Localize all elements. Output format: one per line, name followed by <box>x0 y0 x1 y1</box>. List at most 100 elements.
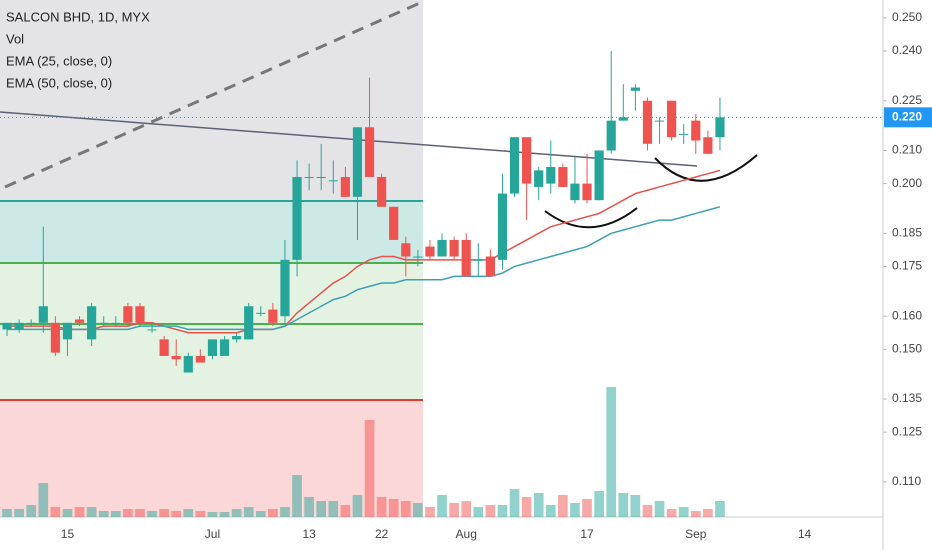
candle-body <box>256 312 266 314</box>
x-tick-label: Aug <box>456 527 477 541</box>
candle-body <box>497 193 508 260</box>
volume-bar <box>521 497 532 517</box>
candle-body <box>606 120 616 151</box>
y-tick-label: 0.250 <box>892 10 922 24</box>
x-tick-label: Jul <box>205 527 220 541</box>
volume-bar <box>618 493 629 517</box>
candle-body <box>703 137 713 154</box>
volume-bar <box>558 495 568 517</box>
volume-bar <box>606 387 617 517</box>
volume-bar <box>509 489 520 517</box>
candle-body <box>352 127 363 197</box>
volume-bar <box>50 507 61 517</box>
zone-red <box>0 400 423 517</box>
candle-body <box>594 150 604 201</box>
volume-bar <box>461 501 472 517</box>
volume-bar <box>715 501 725 517</box>
candle-body <box>328 180 338 182</box>
candle-body <box>159 339 169 356</box>
y-tick-label: 0.175 <box>892 259 922 273</box>
candle-body <box>340 176 350 197</box>
volume-bar <box>110 511 121 517</box>
volume-bar <box>570 503 580 517</box>
zone-teal <box>0 201 423 263</box>
candle-body <box>437 239 447 257</box>
volume-bar <box>497 505 508 517</box>
volume-bar <box>74 507 85 517</box>
x-tick-label: 17 <box>580 527 594 541</box>
volume-bar <box>533 493 544 517</box>
candle-body <box>401 243 411 257</box>
x-tick-label: 15 <box>61 527 75 541</box>
candle-body <box>449 239 459 257</box>
candle-body <box>570 183 580 201</box>
candle-body <box>304 176 314 178</box>
candle-body <box>26 322 36 324</box>
y-tick-label: 0.135 <box>892 391 922 405</box>
candle-body <box>14 322 24 330</box>
volume-bar <box>582 499 592 517</box>
volume-bar <box>545 505 556 517</box>
candle-body <box>509 137 520 194</box>
volume-bar <box>98 511 109 517</box>
y-tick-label: 0.150 <box>892 341 922 355</box>
trend-line <box>0 111 698 167</box>
volume-bar <box>666 509 677 517</box>
candle-body <box>280 259 290 317</box>
candle-body <box>425 246 435 257</box>
candle-body <box>207 339 218 356</box>
y-tick-label: 0.185 <box>892 225 922 239</box>
last-price-box <box>884 107 932 128</box>
volume-bar <box>485 505 496 517</box>
candle-body <box>183 355 193 373</box>
volume-bar <box>86 507 97 517</box>
candle-body <box>691 120 701 141</box>
volume-bar <box>400 501 411 517</box>
volume-bar <box>280 507 290 517</box>
candle-body <box>461 239 471 277</box>
legend-entry: EMA (50, close, 0) <box>6 75 112 90</box>
y-tick-label: 0.240 <box>892 43 922 57</box>
volume-bar <box>703 509 713 517</box>
volume-bar <box>183 509 194 517</box>
y-tick-label: 0.125 <box>892 424 922 438</box>
volume-bar <box>413 503 423 517</box>
candle-body <box>87 306 97 340</box>
volume-bar <box>135 509 145 517</box>
candle-body <box>715 117 725 138</box>
candle-body <box>630 87 640 91</box>
volume-bar <box>159 509 169 517</box>
volume-bar <box>376 497 387 517</box>
candle-body <box>473 259 483 261</box>
candle-body <box>534 170 544 187</box>
volume-bar <box>304 497 314 517</box>
volume-bar <box>231 509 242 517</box>
candle-body <box>642 100 653 144</box>
y-tick-label: 0.225 <box>892 93 922 107</box>
volume-bar <box>2 509 12 517</box>
candle-body <box>667 100 677 138</box>
x-tick-label: 22 <box>375 527 389 541</box>
x-tick-label: 13 <box>302 527 316 541</box>
candle-body <box>219 339 230 356</box>
volume-bar <box>243 507 254 517</box>
candle-body <box>389 206 399 240</box>
volume-bar <box>292 475 302 517</box>
volume-bar <box>316 501 327 517</box>
legend-entry: Vol <box>6 31 24 46</box>
candle-body <box>244 306 254 340</box>
candle-body <box>38 306 48 323</box>
volume-bar <box>473 507 484 517</box>
volume-bar <box>195 511 206 517</box>
chart-title: SALCON BHD, 1D, MYX <box>6 9 150 24</box>
y-tick-label: 0.210 <box>892 143 922 157</box>
volume-bar <box>449 503 459 517</box>
candle-body <box>377 176 387 207</box>
volume-bar <box>268 509 278 517</box>
volume-bar <box>364 420 375 517</box>
volume-bar <box>255 511 266 517</box>
arc-drawing <box>654 154 758 182</box>
candle-body <box>413 256 423 258</box>
candle-body <box>171 355 181 360</box>
